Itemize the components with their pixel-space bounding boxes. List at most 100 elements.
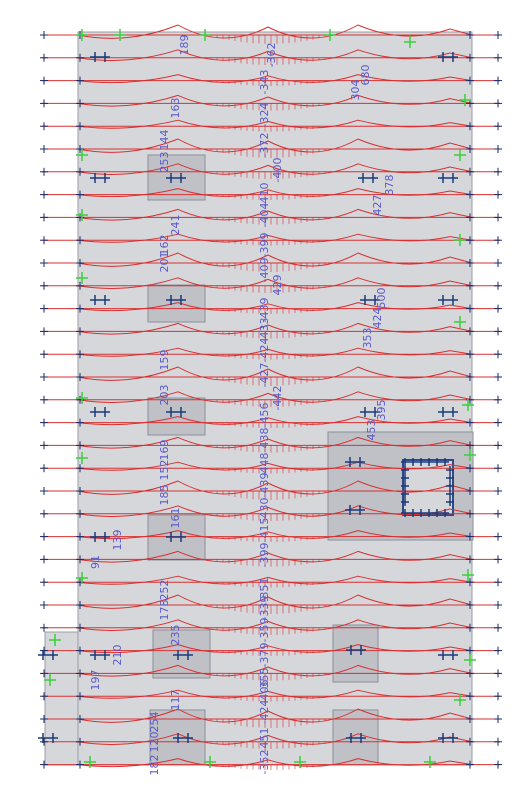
moment-diagram	[77, 505, 473, 517]
moment-diagram	[77, 480, 473, 495]
moment-label: 91	[89, 555, 102, 569]
moment-diagram	[77, 49, 473, 61]
moment-diagram	[77, 550, 473, 563]
moment-label: 500	[375, 288, 388, 309]
moment-label: 241	[169, 215, 182, 236]
moment-label: -406	[258, 680, 271, 705]
moment-label: -448	[258, 453, 271, 478]
moment-label: -439	[258, 298, 271, 323]
moment-diagram	[77, 24, 473, 39]
moment-diagram	[77, 94, 473, 107]
moment-label: -456	[258, 403, 271, 428]
moment-label: 378	[383, 175, 396, 196]
moment-diagram	[77, 758, 473, 768]
moment-label: -362	[265, 43, 278, 68]
moment-label: 203	[158, 385, 171, 406]
moment-label: 152	[158, 460, 171, 481]
moment-label: 254	[148, 712, 161, 733]
moment-label: 429	[271, 275, 284, 296]
moment-diagram	[77, 391, 473, 403]
moment-label: -372	[258, 133, 271, 158]
moment-label: -442	[271, 386, 284, 411]
moment-diagram	[77, 366, 473, 381]
moment-diagram	[77, 74, 473, 84]
moment-diagram	[77, 594, 473, 609]
moment-diagram	[77, 233, 473, 243]
moment-label: -399	[258, 543, 271, 568]
moment-diagram	[77, 138, 473, 153]
moment-label: 424	[371, 308, 384, 329]
moment-label: 120	[148, 732, 161, 753]
moment-label: 210	[111, 645, 124, 666]
moment-diagram	[77, 302, 473, 312]
drop-panel	[332, 624, 379, 683]
moment-label: 353	[361, 328, 374, 349]
moment-diagram	[77, 619, 473, 631]
moment-label: -424	[258, 338, 271, 363]
decoration	[38, 24, 502, 770]
moment-diagram	[77, 322, 473, 335]
moment-label: 395	[375, 400, 388, 421]
moment-label: 680	[359, 65, 372, 86]
moment-diagram	[77, 530, 473, 540]
moment-label: -438	[258, 428, 271, 453]
slab-extension	[44, 631, 79, 766]
moment-label: 201	[158, 252, 171, 273]
moment-label: -352	[258, 750, 271, 775]
moment-label: 144	[158, 130, 171, 151]
moment-label: 162	[158, 235, 171, 256]
moment-diagram	[77, 575, 473, 585]
moment-diagram	[77, 188, 473, 198]
moment-label: -439	[258, 473, 271, 498]
moment-label: 185	[158, 485, 171, 506]
moment-label: -427	[258, 363, 271, 388]
moment-diagram	[77, 208, 473, 221]
moment-diagram	[77, 416, 473, 426]
moment-label: -424	[258, 700, 271, 725]
moment-label: 139	[111, 530, 124, 551]
moment-label: -359	[258, 618, 271, 643]
moment-diagram	[77, 163, 473, 175]
moment-label: 453	[365, 420, 378, 441]
moment-diagram	[77, 733, 473, 745]
moment-diagram	[77, 347, 473, 357]
moment-label: -415	[258, 518, 271, 543]
moment-diagram	[77, 252, 473, 267]
moment-label: 182	[148, 755, 161, 776]
moment-diagram	[77, 708, 473, 723]
moment-label: -404	[258, 203, 271, 228]
slab	[77, 31, 473, 766]
moment-label: -409	[258, 258, 271, 283]
moment-label: -430	[258, 498, 271, 523]
moment-label: 304	[349, 80, 362, 101]
moment-label: 169	[158, 440, 171, 461]
moment-label: 189	[178, 35, 191, 56]
moment-label: 161	[169, 508, 182, 529]
moment-label: -324	[258, 103, 271, 128]
moment-label: -433	[258, 318, 271, 343]
moment-label: -343	[258, 70, 271, 95]
moment-label: 427	[371, 195, 384, 216]
moment-label: -379	[258, 643, 271, 668]
moment-diagram	[77, 277, 473, 289]
moment-label: -410	[258, 183, 271, 208]
moment-label: -355	[258, 668, 271, 693]
moment-label: -399	[258, 233, 271, 258]
moment-label: -339	[258, 596, 271, 621]
moment-label: 117	[169, 690, 182, 711]
moment-label: -451	[258, 728, 271, 753]
moment-label: 178	[158, 600, 171, 621]
moment-diagram	[77, 119, 473, 129]
moment-diagram	[77, 644, 473, 654]
moment-diagram	[77, 461, 473, 471]
drop-panel	[147, 284, 206, 323]
moment-label: 159	[158, 350, 171, 371]
moment-diagram	[77, 436, 473, 449]
moment-label: -400	[271, 158, 284, 183]
moment-label: 253	[158, 152, 171, 173]
moment-label: 252	[158, 580, 171, 601]
moment-diagram	[77, 689, 473, 699]
moment-diagram	[77, 664, 473, 677]
